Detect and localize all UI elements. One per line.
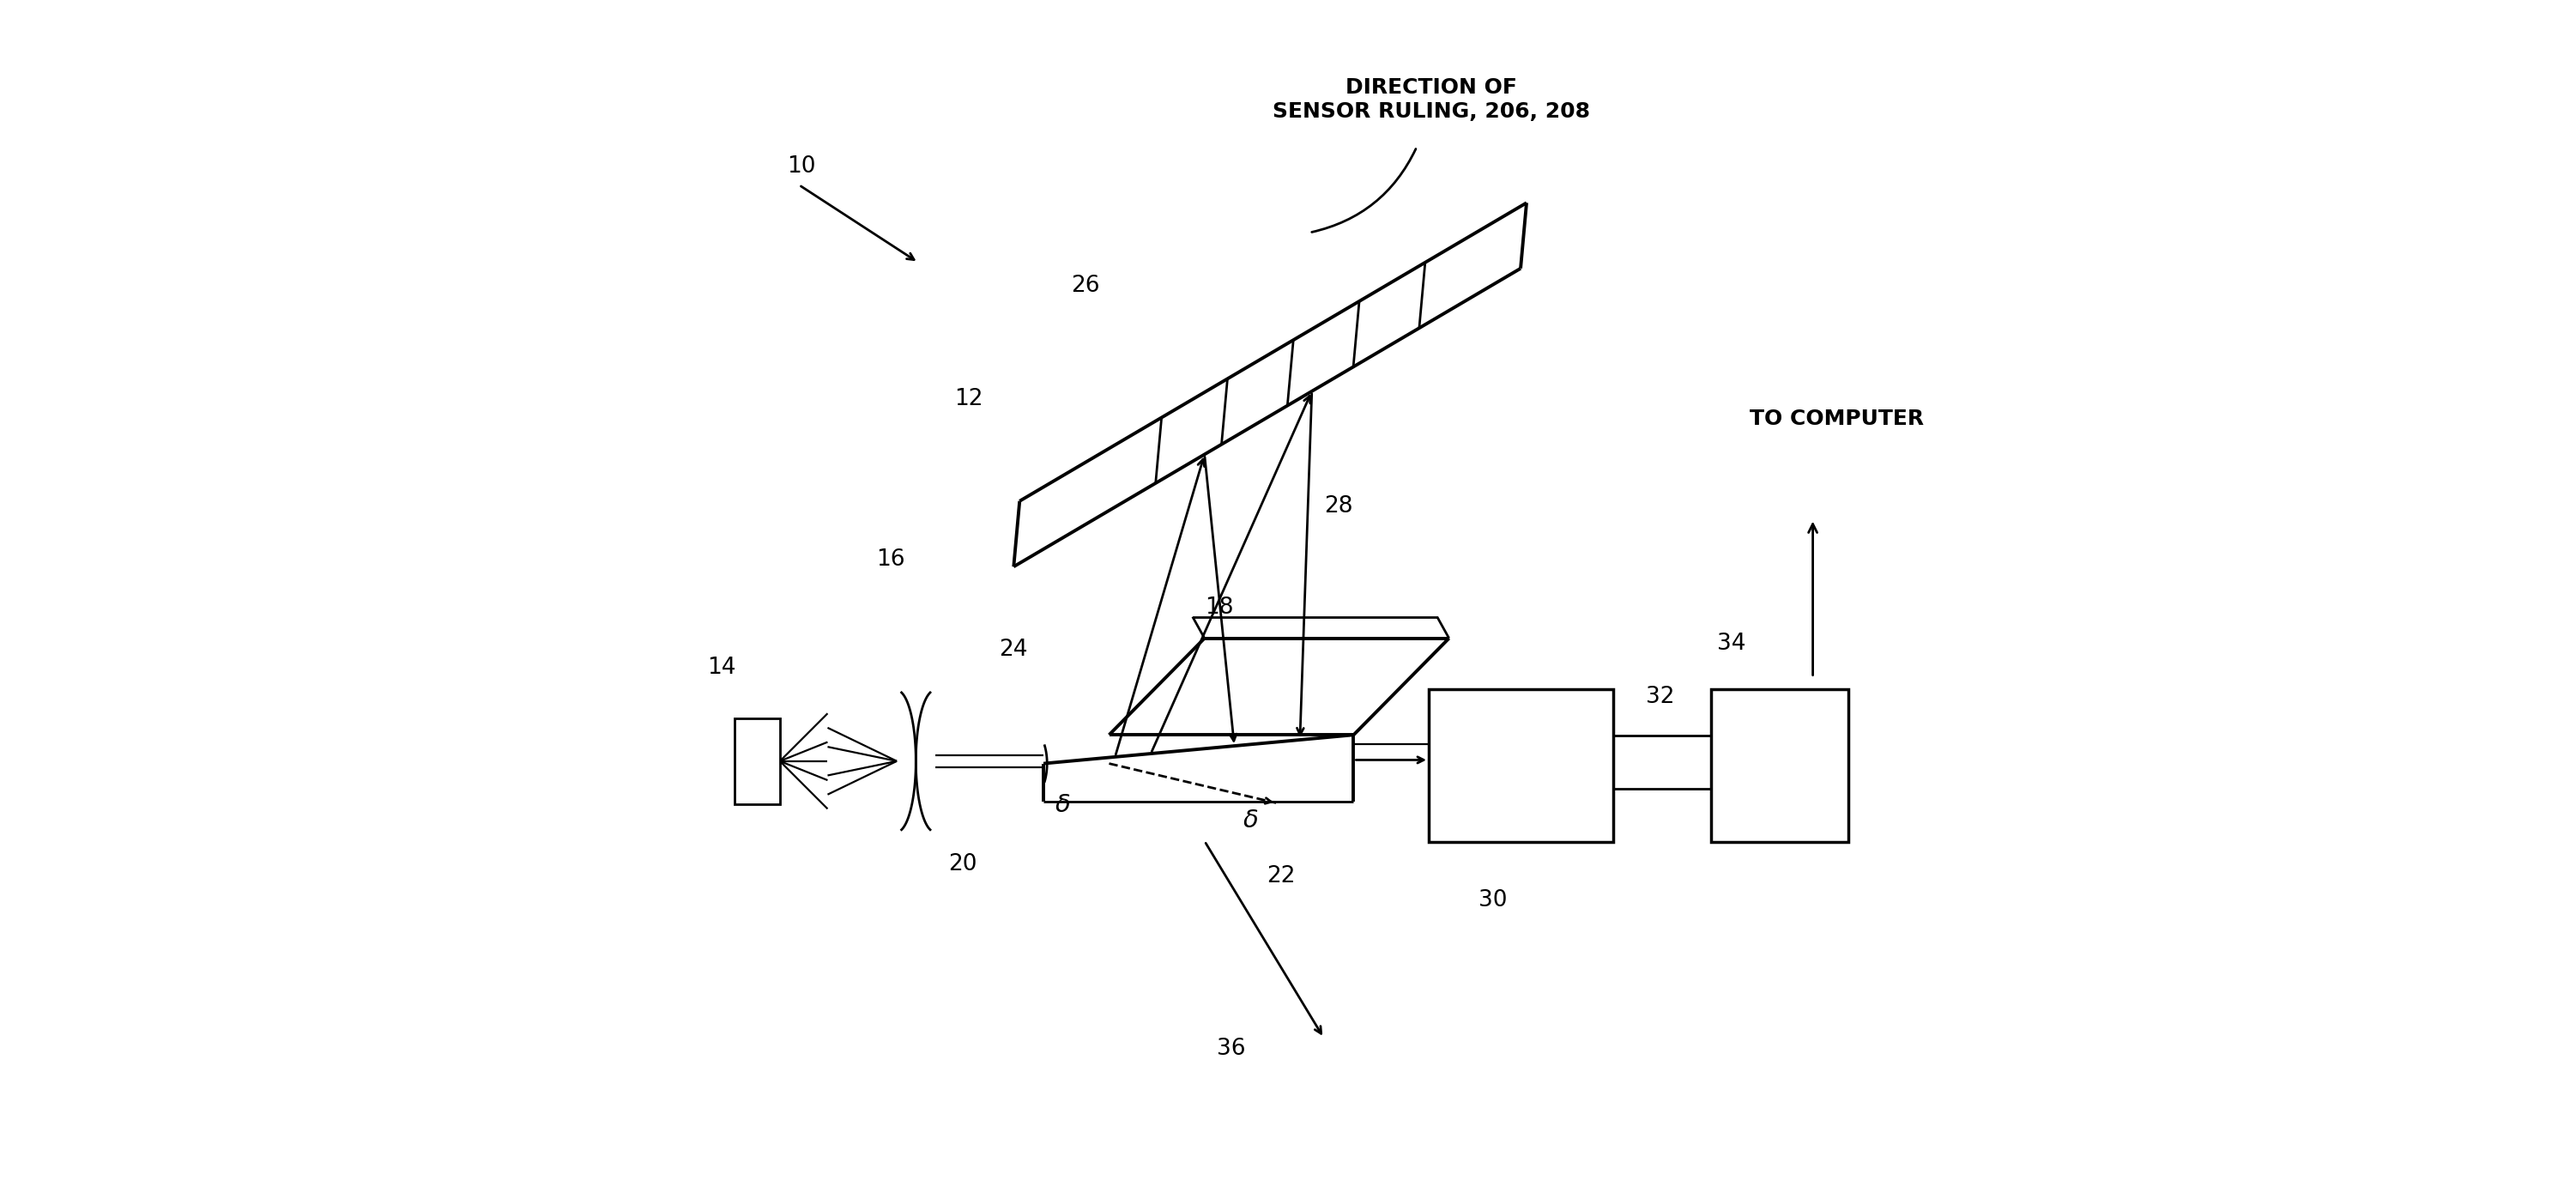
- Text: δ: δ: [1242, 809, 1257, 833]
- Text: 36: 36: [1216, 1038, 1244, 1061]
- Text: 24: 24: [999, 638, 1028, 661]
- Text: 10: 10: [788, 155, 817, 178]
- Text: 16: 16: [876, 549, 904, 571]
- Text: 32: 32: [1646, 686, 1674, 709]
- Text: 34: 34: [1718, 632, 1747, 655]
- Text: 20: 20: [948, 853, 976, 876]
- Text: 30: 30: [1479, 889, 1507, 911]
- Bar: [1430, 690, 1613, 842]
- Text: 28: 28: [1324, 495, 1352, 518]
- Text: 22: 22: [1267, 865, 1296, 888]
- Bar: [1710, 690, 1850, 842]
- Text: 12: 12: [953, 388, 984, 410]
- Text: 14: 14: [708, 656, 737, 679]
- Text: δ: δ: [1056, 793, 1072, 817]
- Text: 18: 18: [1206, 596, 1234, 619]
- Bar: [734, 718, 781, 804]
- Text: TO COMPUTER: TO COMPUTER: [1749, 409, 1924, 429]
- Text: 26: 26: [1072, 274, 1100, 297]
- Text: DIRECTION OF
SENSOR RULING, 206, 208: DIRECTION OF SENSOR RULING, 206, 208: [1273, 78, 1589, 122]
